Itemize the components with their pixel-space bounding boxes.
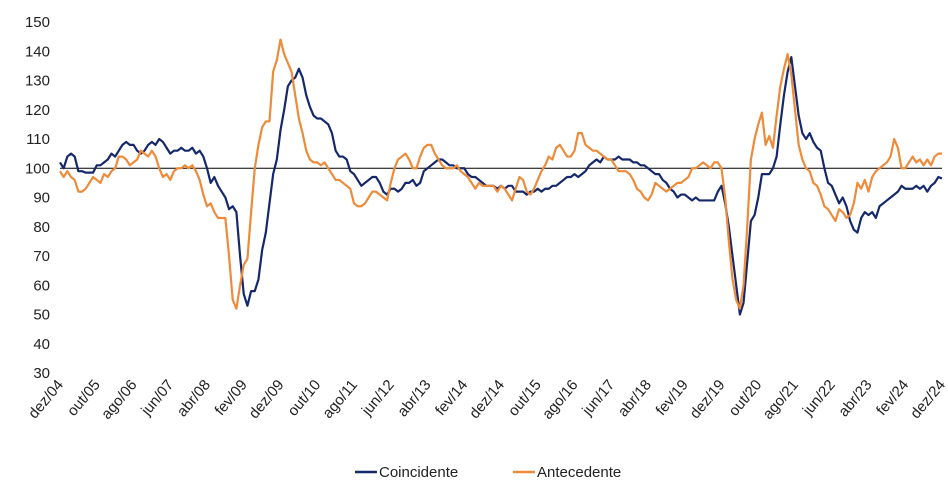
x-tick-label: abr/18 <box>615 377 655 421</box>
x-tick-label: ago/16 <box>539 377 582 423</box>
x-tick-label: jun/07 <box>137 377 177 420</box>
y-tick-label: 90 <box>33 190 50 207</box>
y-tick-label: 130 <box>25 73 50 90</box>
x-tick-label: jun/22 <box>799 377 839 420</box>
series-line <box>59 38 942 310</box>
x-tick-label: abr/13 <box>394 377 434 421</box>
x-tick-label: abr/23 <box>835 377 875 421</box>
y-tick-label: 120 <box>25 102 50 119</box>
x-tick-label: fev/14 <box>432 377 471 419</box>
x-tick-label: out/15 <box>505 377 545 420</box>
x-tick-label: dez/14 <box>466 377 508 422</box>
x-tick-label: dez/19 <box>687 377 729 422</box>
x-tick-label: fev/24 <box>873 377 912 419</box>
x-tick-label: fev/19 <box>653 377 692 419</box>
y-tick-label: 70 <box>33 248 50 265</box>
y-tick-label: 30 <box>33 365 50 382</box>
x-tick-label: fev/09 <box>212 377 251 419</box>
y-tick-label: 40 <box>33 336 50 353</box>
x-tick-label: dez/04 <box>25 377 67 422</box>
y-tick-label: 60 <box>33 277 50 294</box>
x-tick-label: ago/21 <box>760 377 803 423</box>
legend-label: Coincidente <box>379 464 458 481</box>
y-tick-label: 100 <box>25 160 50 177</box>
x-tick-label: out/05 <box>64 377 104 420</box>
x-tick-label: ago/06 <box>98 377 141 423</box>
y-tick-label: 150 <box>25 14 50 31</box>
y-tick-label: 110 <box>26 131 50 148</box>
legend-label: Antecedente <box>537 464 621 481</box>
x-tick-label: ago/11 <box>319 377 361 422</box>
x-tick-label: dez/09 <box>246 377 288 422</box>
y-tick-label: 50 <box>33 307 50 324</box>
x-tick-label: abr/08 <box>174 377 214 421</box>
x-tick-label: out/10 <box>284 377 324 420</box>
x-tick-label: jun/17 <box>578 377 618 420</box>
y-tick-label: 80 <box>33 219 50 236</box>
x-tick-label: out/20 <box>725 377 765 420</box>
x-tick-label: dez/24 <box>907 377 948 422</box>
y-tick-label: 140 <box>25 43 50 60</box>
x-tick-label: jun/12 <box>358 377 398 420</box>
